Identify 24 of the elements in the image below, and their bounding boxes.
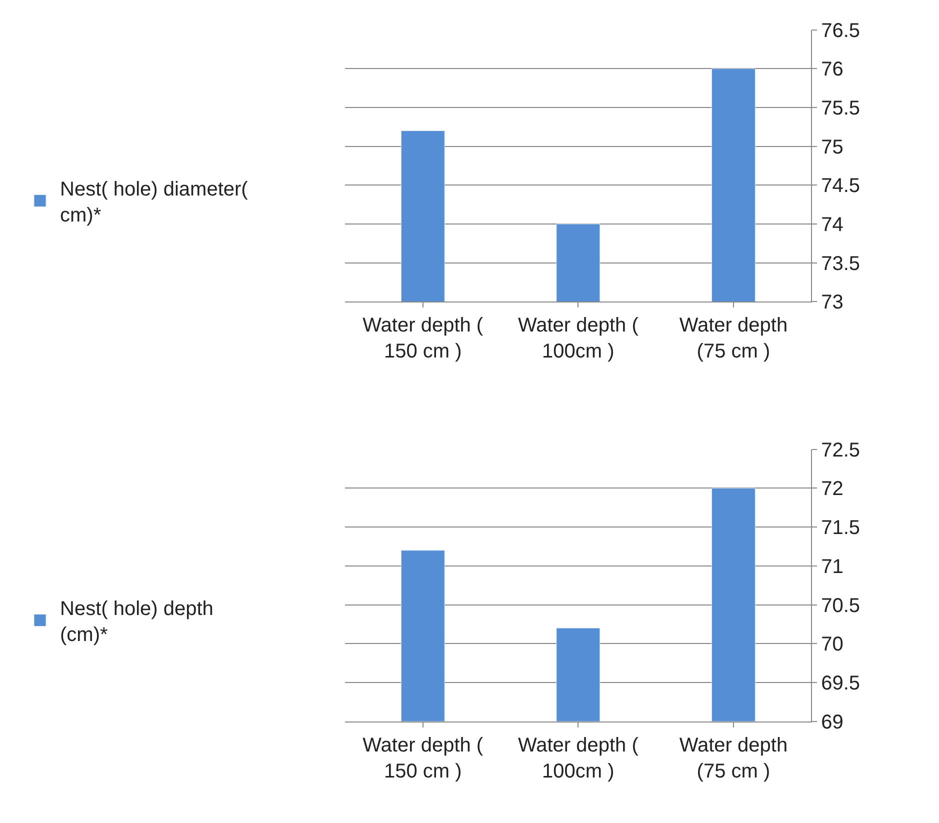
y-tick-label: 71 — [821, 556, 844, 578]
y-tick-label: 75.5 — [821, 97, 860, 120]
y-tick-label: 73.5 — [821, 252, 860, 275]
y-tick-label: 72.5 — [821, 439, 860, 462]
x-tick-label: Water depth (75 cm ) — [679, 734, 788, 782]
x-tick-label: Water depth ( 150 cm ) — [362, 734, 484, 782]
x-tick-label: Water depth (75 cm ) — [679, 314, 788, 363]
y-tick-label: 71.5 — [821, 517, 860, 540]
legend-label: Nest( hole) depth (cm)* — [60, 598, 214, 646]
y-tick-label: 75 — [821, 136, 844, 158]
y-tick-label: 76 — [821, 58, 844, 81]
y-tick-label: 73 — [821, 292, 844, 314]
y-tick-label: 74 — [821, 214, 844, 236]
legend-label: Nest( hole) diameter( cm)* — [60, 178, 248, 227]
x-tick-label: Water depth ( 100cm ) — [518, 314, 639, 363]
y-tick-label: 69.5 — [821, 672, 860, 694]
y-tick-label: 74.5 — [821, 175, 860, 198]
x-tick-label: Water depth ( 150 cm ) — [362, 314, 484, 363]
y-tick-label: 76.5 — [821, 20, 860, 42]
y-tick-label: 70 — [821, 634, 844, 656]
y-tick-label: 69 — [821, 711, 844, 734]
y-tick-label: 72 — [821, 478, 844, 500]
x-tick-label: Water depth ( 100cm ) — [518, 734, 639, 782]
y-tick-label: 70.5 — [821, 594, 860, 617]
